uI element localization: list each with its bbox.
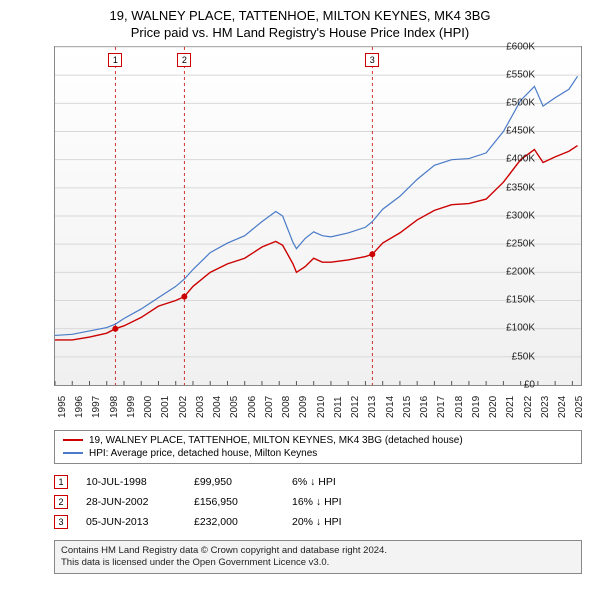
x-tick-label: 2014: [385, 396, 396, 418]
plot-svg: [55, 47, 581, 385]
x-tick-label: 1995: [57, 396, 68, 418]
y-tick-label: £600K: [506, 41, 535, 52]
event-badge: 3: [54, 515, 68, 529]
x-tick-label: 2006: [247, 396, 258, 418]
y-tick-label: £100K: [506, 323, 535, 334]
legend-row: 19, WALNEY PLACE, TATTENHOE, MILTON KEYN…: [63, 434, 573, 447]
marker-badge: 2: [177, 53, 191, 67]
event-badge: 2: [54, 495, 68, 509]
event-row: 2 28-JUN-2002 £156,950 16% ↓ HPI: [54, 492, 582, 512]
x-tick-label: 1998: [109, 396, 120, 418]
y-tick-label: £350K: [506, 182, 535, 193]
x-tick-label: 2019: [471, 396, 482, 418]
plot-area: £0£50K£100K£150K£200K£250K£300K£350K£400…: [54, 46, 582, 386]
event-badge: 1: [54, 475, 68, 489]
title-line-1: 19, WALNEY PLACE, TATTENHOE, MILTON KEYN…: [12, 8, 588, 25]
x-tick-label: 1996: [74, 396, 85, 418]
marker-badge: 3: [365, 53, 379, 67]
events-table: 1 10-JUL-1998 £99,950 6% ↓ HPI 2 28-JUN-2002 £…: [54, 472, 582, 532]
y-tick-label: £300K: [506, 210, 535, 221]
x-tick-label: 2013: [367, 396, 378, 418]
y-tick-label: £450K: [506, 126, 535, 137]
y-tick-label: £500K: [506, 98, 535, 109]
event-row: 3 05-JUN-2013 £232,000 20% ↓ HPI: [54, 512, 582, 532]
x-tick-label: 2007: [264, 396, 275, 418]
x-tick-label: 2002: [178, 396, 189, 418]
event-price: £156,950: [194, 496, 274, 508]
legend-label: HPI: Average price, detached house, Milt…: [89, 448, 317, 459]
x-tick-label: 2012: [350, 396, 361, 418]
event-date: 28-JUN-2002: [86, 496, 176, 508]
x-tick-label: 2008: [281, 396, 292, 418]
y-tick-label: £400K: [506, 154, 535, 165]
x-tick-label: 2016: [419, 396, 430, 418]
x-tick-label: 2022: [523, 396, 534, 418]
x-tick-label: 2001: [160, 396, 171, 418]
x-tick-label: 1999: [126, 396, 137, 418]
legend-swatch: [63, 452, 83, 454]
x-axis-labels: 1995 1996 1997 1998 1999 2000 2001 2002 2003 2004…: [54, 386, 582, 422]
event-price: £232,000: [194, 516, 274, 528]
legend-row: HPI: Average price, detached house, Milt…: [63, 447, 573, 460]
y-tick-label: £250K: [506, 238, 535, 249]
x-tick-label: 2004: [212, 396, 223, 418]
x-tick-label: 2003: [195, 396, 206, 418]
legend-box: 19, WALNEY PLACE, TATTENHOE, MILTON KEYN…: [54, 430, 582, 464]
x-tick-label: 2021: [505, 396, 516, 418]
chart-title: 19, WALNEY PLACE, TATTENHOE, MILTON KEYN…: [12, 8, 588, 42]
y-tick-label: £150K: [506, 295, 535, 306]
event-diff: 20% ↓ HPI: [292, 516, 342, 528]
legend-label: 19, WALNEY PLACE, TATTENHOE, MILTON KEYN…: [89, 435, 463, 446]
chart-container: 19, WALNEY PLACE, TATTENHOE, MILTON KEYN…: [0, 0, 600, 590]
event-diff: 6% ↓ HPI: [292, 476, 336, 488]
series-price_paid: [55, 145, 578, 339]
x-tick-label: 2025: [574, 396, 585, 418]
x-tick-label: 2011: [333, 396, 344, 418]
footer-attribution: Contains HM Land Registry data © Crown c…: [54, 540, 582, 575]
x-tick-label: 2005: [229, 396, 240, 418]
event-diff: 16% ↓ HPI: [292, 496, 342, 508]
legend-area: 19, WALNEY PLACE, TATTENHOE, MILTON KEYN…: [54, 430, 582, 575]
footer-line-1: Contains HM Land Registry data © Crown c…: [61, 545, 575, 557]
event-row: 1 10-JUL-1998 £99,950 6% ↓ HPI: [54, 472, 582, 492]
y-tick-label: £550K: [506, 69, 535, 80]
x-tick-label: 2020: [488, 396, 499, 418]
x-tick-label: 2018: [454, 396, 465, 418]
x-tick-label: 2023: [540, 396, 551, 418]
x-tick-label: 2000: [143, 396, 154, 418]
event-price: £99,950: [194, 476, 274, 488]
x-tick-label: 2017: [436, 396, 447, 418]
event-date: 05-JUN-2013: [86, 516, 176, 528]
title-line-2: Price paid vs. HM Land Registry's House …: [12, 25, 588, 42]
y-tick-label: £50K: [512, 351, 535, 362]
footer-line-2: This data is licensed under the Open Gov…: [61, 557, 575, 569]
series-hpi: [55, 76, 578, 335]
event-date: 10-JUL-1998: [86, 476, 176, 488]
x-tick-label: 2015: [402, 396, 413, 418]
legend-swatch: [63, 439, 83, 441]
marker-badge: 1: [108, 53, 122, 67]
x-tick-label: 2010: [316, 396, 327, 418]
y-tick-label: £200K: [506, 267, 535, 278]
x-tick-label: 2024: [557, 396, 568, 418]
x-tick-label: 1997: [91, 396, 102, 418]
x-tick-label: 2009: [298, 396, 309, 418]
